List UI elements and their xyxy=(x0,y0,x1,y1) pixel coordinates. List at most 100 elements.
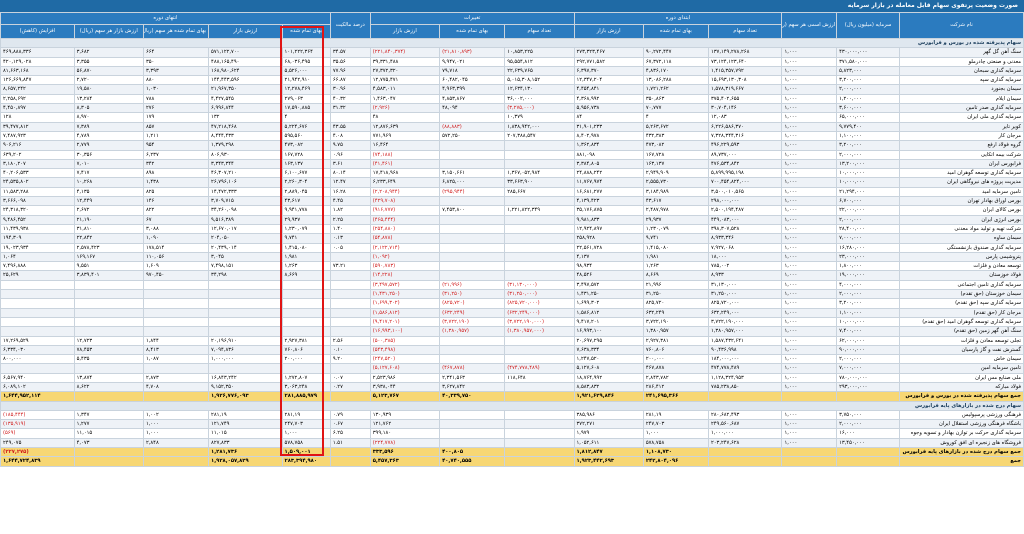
table-row[interactable]: سنگ آهن گهر زمین (حق تقدم) ۷,۴۰۰,۰۰۰ ۱,۰۰۰… xyxy=(0,326,1024,337)
value-cell: (۵۶۹) xyxy=(0,428,75,439)
table-row[interactable]: سیمان ایلام ۱,۲۰۰,۰۰۰ ۱,۰۰۰ ۳۷۵,۴۰۲,۶۵۵ ۳۵۰,… xyxy=(0,93,1024,105)
value-cell: (۱,۳۸۰,۹۵۷,۰۰۰) xyxy=(504,326,575,337)
value-cell: ۹۸,۹۳۴ xyxy=(573,261,644,272)
table-row[interactable]: فولاد خوزستان ۱۹,۰۰۰,۰۰۰ ۱,۰۰۰ ۸,۹۳۳ ۸,۶۶۹ ۴۸… xyxy=(0,270,1024,281)
col-start-market[interactable]: ارزش بازار xyxy=(573,24,644,39)
value-cell: ۴۳.۵۵ xyxy=(329,121,371,132)
value-cell: ۴,۴۵۴,۸۴۱ xyxy=(573,84,644,95)
table-row[interactable]: کویر تایر ۹,۷۷۹,۴۰۰ ۱,۰۰۰ ۶,۲۲۶,۵۸۶,۳۷۰ ۵,۲۶… xyxy=(0,121,1024,132)
table-row[interactable]: فرهنگی ورزشی پرسپولیس ۳,۷۵۰,۰۰۰ ۱,۰۰۰ ۲۸۰,۶… xyxy=(0,409,1024,421)
value-cell xyxy=(142,298,210,309)
value-cell: (۳,۷۲۲,۱۹۰) xyxy=(439,316,506,328)
total-row[interactable]: جمع سهام پذیرفته شده در بورس و فرابورس ۲۴… xyxy=(0,391,1024,402)
value-cell: ۱۶,۶۸۱,۲۷۷ xyxy=(573,186,644,198)
value-cell: ۳۷۱,۵۸۰,۰۰۰ xyxy=(836,56,901,67)
value-cell: ۱۷,۴۱۸,۹۶۸ xyxy=(369,168,441,179)
table-row[interactable]: سرمایه گذاری توسعه گوهران امید ۱۰,۰۰۰,۰۰۰… xyxy=(0,168,1024,179)
value-cell: ۷,۰۱۰ xyxy=(73,158,144,170)
value-cell: ۴۴۹,۰۸۳,۰۰۰ xyxy=(707,214,783,225)
table-row[interactable]: بورس اوراق بهادار تهران ۶,۷۰۰,۰۰۰ ۱,۰۰۰ ۲۹۸… xyxy=(0,196,1024,207)
value-cell: ۲,۵۲۳,۹۸۶ xyxy=(369,372,441,384)
table-row[interactable]: فولاد مبارکه ۲۹۳,۰۰۰,۰۰۰ ۱,۰۰۰ ۷۸۵,۲۳۸,۸۵۰ ۲… xyxy=(0,381,1024,393)
table-row[interactable]: فرابورس ایران ۱۳,۲۰۰,۰۰۰ ۱,۰۰۰ ۴۷۶,۵۳۴,۸۴۲ ۱… xyxy=(0,158,1024,170)
col-change-market[interactable]: ارزش بازار xyxy=(369,24,441,39)
table-row[interactable]: گسترش نفت و گاز پارسیان ۹۰,۰۰۰,۰۰۰ ۱,۰۰۰ ۹۰… xyxy=(0,344,1024,356)
table-row[interactable]: سرمایه گذاری سپه ۳,۲۰۰,۰۰۰ ۱,۰۰۰ ۱۵,۶۹۳,۱۳۰… xyxy=(0,75,1024,86)
table-row[interactable]: سیمان ساوه ۷,۰۰۰,۰۰۰ ۱,۰۰۰ ۸,۹۳۳,۳۴۶ ۹,۷۴۱ ۲۵… xyxy=(0,233,1024,244)
col-end-cost[interactable]: بهای تمام شده xyxy=(281,24,331,39)
col-par-value[interactable]: ارزش اسمی هر سهم (ریال) xyxy=(781,12,838,39)
col-change-shares[interactable]: تعداد سهام xyxy=(504,24,575,39)
col-capital[interactable]: سرمایه (میلیون ریال) xyxy=(836,12,901,39)
table-row[interactable]: تامین سرمایه امین ۷,۰۰۰,۰۰۰ ۱,۰۰۰ ۴۷۴,۷۷۸,۴… xyxy=(0,363,1024,374)
table-row[interactable]: سیمان خوزستان (حق تقدم) ۲,۰۰۰,۰۰۰ ۱,۰۰۰ ۳۱,… xyxy=(0,288,1024,300)
table-row[interactable]: باشگاه فرهنگی ورزشی استقلال ایران ۲,۰۰۰,۰… xyxy=(0,419,1024,430)
value-cell: ۱۹,۵۸۰ xyxy=(73,84,144,95)
table-row[interactable]: سرمایه گذاری سپه (حق تقدم) ۳,۲۰۰,۰۰۰ ۱,۰۰۰… xyxy=(0,298,1024,309)
value-cell: ۲,۲۵۸,۶۹۲ xyxy=(0,93,75,105)
table-row[interactable]: بورس انرژی ایران ۲,۰۰۰,۰۰۰ ۱,۰۰۰ ۴۴۹,۰۸۳,۰۰… xyxy=(0,214,1024,225)
table-row[interactable]: شرکت بیمه اتکایی ۲,۰۰۰,۰۰۰ ۱,۰۰۰ ۸۹,۷۳۷,۰۰۰… xyxy=(0,149,1024,160)
col-end-cost-per-share[interactable]: بهای تمام شده هر سهم (ریال) xyxy=(142,24,210,39)
value-cell: ۱۲۸ xyxy=(0,112,75,123)
table-row[interactable]: سرمایه گذاری تامین اجتماعی ۴,۰۰۰,۰۰۰ ۱,۰۰۰… xyxy=(0,279,1024,291)
value-cell: ۱۲,۰۸۳ xyxy=(707,112,783,123)
table-row[interactable]: مرجان کار (حق تقدم) ۱,۱۰۰,۰۰۰ ۱,۰۰۰ ۶۳۲,۲۴۹… xyxy=(0,307,1024,318)
table-row[interactable]: شرکت تهیه و تولید مواد معدنی ۲۸,۴۰۰,۰۰۰ ۱,… xyxy=(0,223,1024,235)
table-row[interactable]: معدنی و صنعتی چادرملو ۳۷۱,۵۸۰,۰۰۰ ۱,۰۰۰ ۷۳,… xyxy=(0,56,1024,67)
value-cell: (۱,۰۹۲) xyxy=(369,251,441,263)
col-increase-decrease[interactable]: افزایش (کاهش) xyxy=(0,24,75,39)
table-row[interactable]: فروشگاه های زنجیره ای افق کوروش ۱۳,۴۵۰,۰۰… xyxy=(0,437,1024,449)
value-cell: ۲۸۱,۱۹ xyxy=(281,409,331,421)
table-row[interactable]: گروه فولاد ارفع ۳,۲۰۰,۰۰۰ ۱,۰۰۰ ۴۹۶,۲۲۹,۵۹۳… xyxy=(0,140,1024,151)
company-name-cell: سیمان خاش xyxy=(899,354,1024,365)
group-start-period: ابتدای دوره xyxy=(573,12,783,25)
value-cell xyxy=(208,363,283,374)
table-row[interactable]: سرمایه گذاری حرکت بر توازن بهادار و تسوی… xyxy=(0,428,1024,439)
table-row[interactable]: مرجان کار ۱,۱۰۰,۰۰۰ ۱,۰۰۰ ۷,۳۲۸,۳۴۴,۳۱۶ ۴۳۲,… xyxy=(0,130,1024,142)
table-row[interactable]: سیمان خاش ۲,۰۰۰,۰۰۰ ۱,۰۰۰ ۱۸۴,۰۰۰,۰۰۰ ۲۰۰,۰۰… xyxy=(0,354,1024,365)
table-row[interactable]: پتروشیمی پارس ۲۳,۰۰۰,۰۰۰ ۱,۰۰۰ ۱۸,۰۰۰ ۱,۹۸۱ ۴… xyxy=(0,251,1024,263)
table-row[interactable]: ملی صنایع مس ایران ۷۸۰,۰۰۰,۰۰۰ ۱,۰۰۰ ۱,۱۲۸,… xyxy=(0,372,1024,384)
col-start-cost[interactable]: بهای تمام شده xyxy=(642,24,709,39)
value-cell xyxy=(329,288,371,300)
value-cell: ۱,۰۰۰ xyxy=(781,233,838,244)
value-cell: ۱,۰۶۴ xyxy=(0,251,75,263)
table-row[interactable]: توسعه معادن و فلزات ۱,۸۰۰,۰۰۰ ۱,۰۰۰ ۷۸۵,۰۰۲… xyxy=(0,261,1024,272)
value-cell xyxy=(439,409,506,421)
company-name-cell: فروشگاه های زنجیره ای افق کوروش xyxy=(899,437,1024,449)
col-end-market-per-share[interactable]: ارزش بازار هر سهم (ریال) xyxy=(73,24,144,39)
col-end-market[interactable]: ارزش بازار xyxy=(208,24,283,39)
table-row[interactable]: سرمایه گذاری ملی ایران ۶۵,۰۰۰,۰۰۰ ۱,۰۰۰ ۱۲,… xyxy=(0,112,1024,123)
col-change-cost[interactable]: بهای تمام شده xyxy=(439,24,506,39)
value-cell: ۰.۰۷ xyxy=(329,372,371,384)
table-row[interactable]: بورس کالای ایران ۲۲,۰۰۰,۰۰۰ ۱,۰۰۰ ۲,۵۰۰,۱۹۴… xyxy=(0,205,1024,216)
table-row[interactable]: سرمایه گذاری سبحان ۵,۸۲۳,۰۰۰ ۱,۰۰۰ ۱,۴۱۵,۳۵… xyxy=(0,65,1024,77)
total-row[interactable]: جمع سهام درج شده در بازارهای پایه فرابور… xyxy=(0,447,1024,458)
value-cell: ۶.۲۵ xyxy=(329,428,371,439)
total-row[interactable]: جمع ۲۴۲,۸۰۴,۰۹۶ ۱,۹۲۳,۴۴۲,۶۹۳ ۴۰,۷۴۰,۵۵۵ ۵,۴… xyxy=(0,456,1024,467)
value-cell: ۸۸۰ xyxy=(142,75,210,86)
company-name-cell: تامین سرمایه امید xyxy=(899,186,1024,198)
section-row[interactable]: سهام پذیرفته شده در بورس و فرابورس xyxy=(0,37,1024,49)
table-row[interactable]: سرمایه گذاری توسعه گوهران امید (حق تقدم)… xyxy=(0,316,1024,328)
value-cell: ۹,۴۱۷,۲۰۱ xyxy=(573,316,644,328)
table-row[interactable]: تامین سرمایه امید ۲۱,۲۹۴,۰۰۰ ۱,۰۰۰ ۳,۵۰۰,۰۱… xyxy=(0,186,1024,198)
col-ownership[interactable]: درصد مالکیت xyxy=(329,12,371,39)
section-row[interactable]: سهام درج شده در بازارهای پایه فرابورس xyxy=(0,400,1024,411)
value-cell: (۳,۲۷۵,۰۰۰) xyxy=(504,103,575,114)
col-company[interactable]: نام شرکت xyxy=(899,12,1024,39)
value-cell xyxy=(208,307,283,318)
col-start-shares[interactable]: تعداد سهام xyxy=(707,24,783,39)
value-cell xyxy=(439,344,506,356)
table-row[interactable]: سرمایه گذاری صندوق بازنشستگی ۱۶,۲۸۰,۰۰۰ ۱,… xyxy=(0,242,1024,253)
table-row[interactable]: سنگ آهن گل گهر ۴۳۰,۰۰۰,۰۰۰ ۱,۰۰۰ ۱۳۷,۱۴۹,۲۷… xyxy=(0,47,1024,58)
value-cell: ۱,۳۸۰,۹۵۷,۰۰۰ xyxy=(707,326,783,337)
table-row[interactable]: مدیریت پروژه های نیروگاهی ایران ۱۰,۰۰۰,۰۰… xyxy=(0,177,1024,188)
table-row[interactable]: تجلی توسعه معادن و فلزات ۶۲,۰۰۰,۰۰۰ ۱,۰۰۰ ۱… xyxy=(0,335,1024,346)
value-cell: ۱,۵۸۷,۴۳۲,۶۴۱ xyxy=(707,335,783,346)
table-row[interactable]: سیمان بجنورد ۲,۰۰۰,۰۰۰ ۱,۰۰۰ ۱,۵۷۸,۳۱۹,۶۶۷ ۱… xyxy=(0,84,1024,95)
table-row[interactable]: سرمایه گذاری صدر تامین ۳,۶۰۰,۰۰۰ ۱,۰۰۰ ۳۰,۷… xyxy=(0,103,1024,114)
value-cell: (۳,۴۹۷,۵۷۲) xyxy=(369,279,441,291)
value-cell xyxy=(208,326,283,337)
